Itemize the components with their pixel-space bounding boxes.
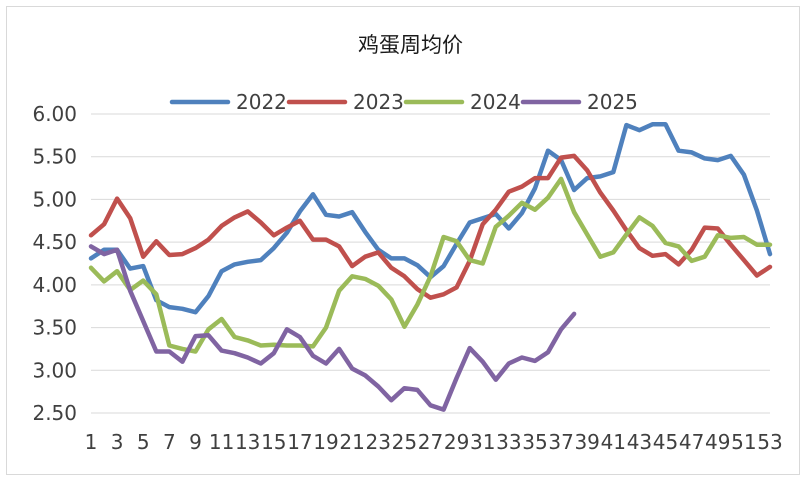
x-tick-label: 3 bbox=[111, 430, 124, 454]
x-tick-label: 51 bbox=[731, 430, 756, 454]
x-tick-label: 47 bbox=[679, 430, 704, 454]
legend-label-2025: 2025 bbox=[587, 90, 638, 114]
x-tick-label: 9 bbox=[189, 430, 202, 454]
x-tick-label: 35 bbox=[522, 430, 547, 454]
x-tick-label: 39 bbox=[574, 430, 599, 454]
x-tick-label: 27 bbox=[418, 430, 443, 454]
line-chart: 鸡蛋周均价 6.005.505.004.504.003.503.002.501 3… bbox=[32, 33, 782, 454]
y-tick-label: 4.50 bbox=[32, 230, 77, 254]
y-tick-label: 5.50 bbox=[32, 145, 77, 169]
chart-frame: 鸡蛋周均价 6.00 5.50 5.00 4.50 4.00 3.50 3.00 2.50 1 3… bbox=[6, 6, 800, 475]
legend: 2022 2023 2024 2025 bbox=[169, 90, 638, 114]
x-tick-label: 53 bbox=[757, 430, 782, 454]
y-tick-label: 3.50 bbox=[32, 316, 77, 340]
x-tick-label: 45 bbox=[653, 430, 678, 454]
legend-label-2022: 2022 bbox=[236, 90, 287, 114]
y-tick-label: 2.50 bbox=[32, 401, 77, 425]
axis-layer: 6.005.505.004.504.003.503.002.501 3 5 7 9 11 1… bbox=[32, 102, 782, 454]
x-tick-label: 5 bbox=[137, 430, 150, 454]
x-tick-label: 15 bbox=[261, 430, 286, 454]
y-tick-label: 4.00 bbox=[32, 273, 77, 297]
x-tick-label: 19 bbox=[313, 430, 338, 454]
series-line-2022 bbox=[88, 122, 773, 315]
y-tick-label: 3.00 bbox=[32, 358, 77, 382]
grid-layer bbox=[91, 113, 770, 414]
x-tick-label: 41 bbox=[601, 430, 626, 454]
x-tick-label: 43 bbox=[627, 430, 652, 454]
series-line-2025 bbox=[88, 244, 577, 412]
x-tick-label: 29 bbox=[444, 430, 469, 454]
x-tick-label: 33 bbox=[496, 430, 521, 454]
x-tick-label: 23 bbox=[366, 430, 391, 454]
x-tick-label: 37 bbox=[548, 430, 573, 454]
x-tick-label: 7 bbox=[163, 430, 176, 454]
series-line-2024 bbox=[88, 176, 773, 354]
series-layer bbox=[88, 122, 773, 412]
x-tick-label: 13 bbox=[235, 430, 260, 454]
x-tick-label: 25 bbox=[392, 430, 417, 454]
x-tick-label: 31 bbox=[470, 430, 495, 454]
chart-title: 鸡蛋周均价 bbox=[358, 33, 463, 57]
legend-label-2023: 2023 bbox=[353, 90, 404, 114]
x-tick-label: 17 bbox=[287, 430, 312, 454]
y-tick-label: 6.00 bbox=[32, 102, 77, 126]
series-line-2023 bbox=[88, 153, 773, 300]
legend-label-2024: 2024 bbox=[470, 90, 521, 114]
x-tick-label: 49 bbox=[705, 430, 730, 454]
y-tick-label: 5.00 bbox=[32, 187, 77, 211]
x-tick-label: 1 bbox=[85, 430, 98, 454]
x-tick-label: 11 bbox=[209, 430, 234, 454]
x-tick-label: 21 bbox=[339, 430, 364, 454]
